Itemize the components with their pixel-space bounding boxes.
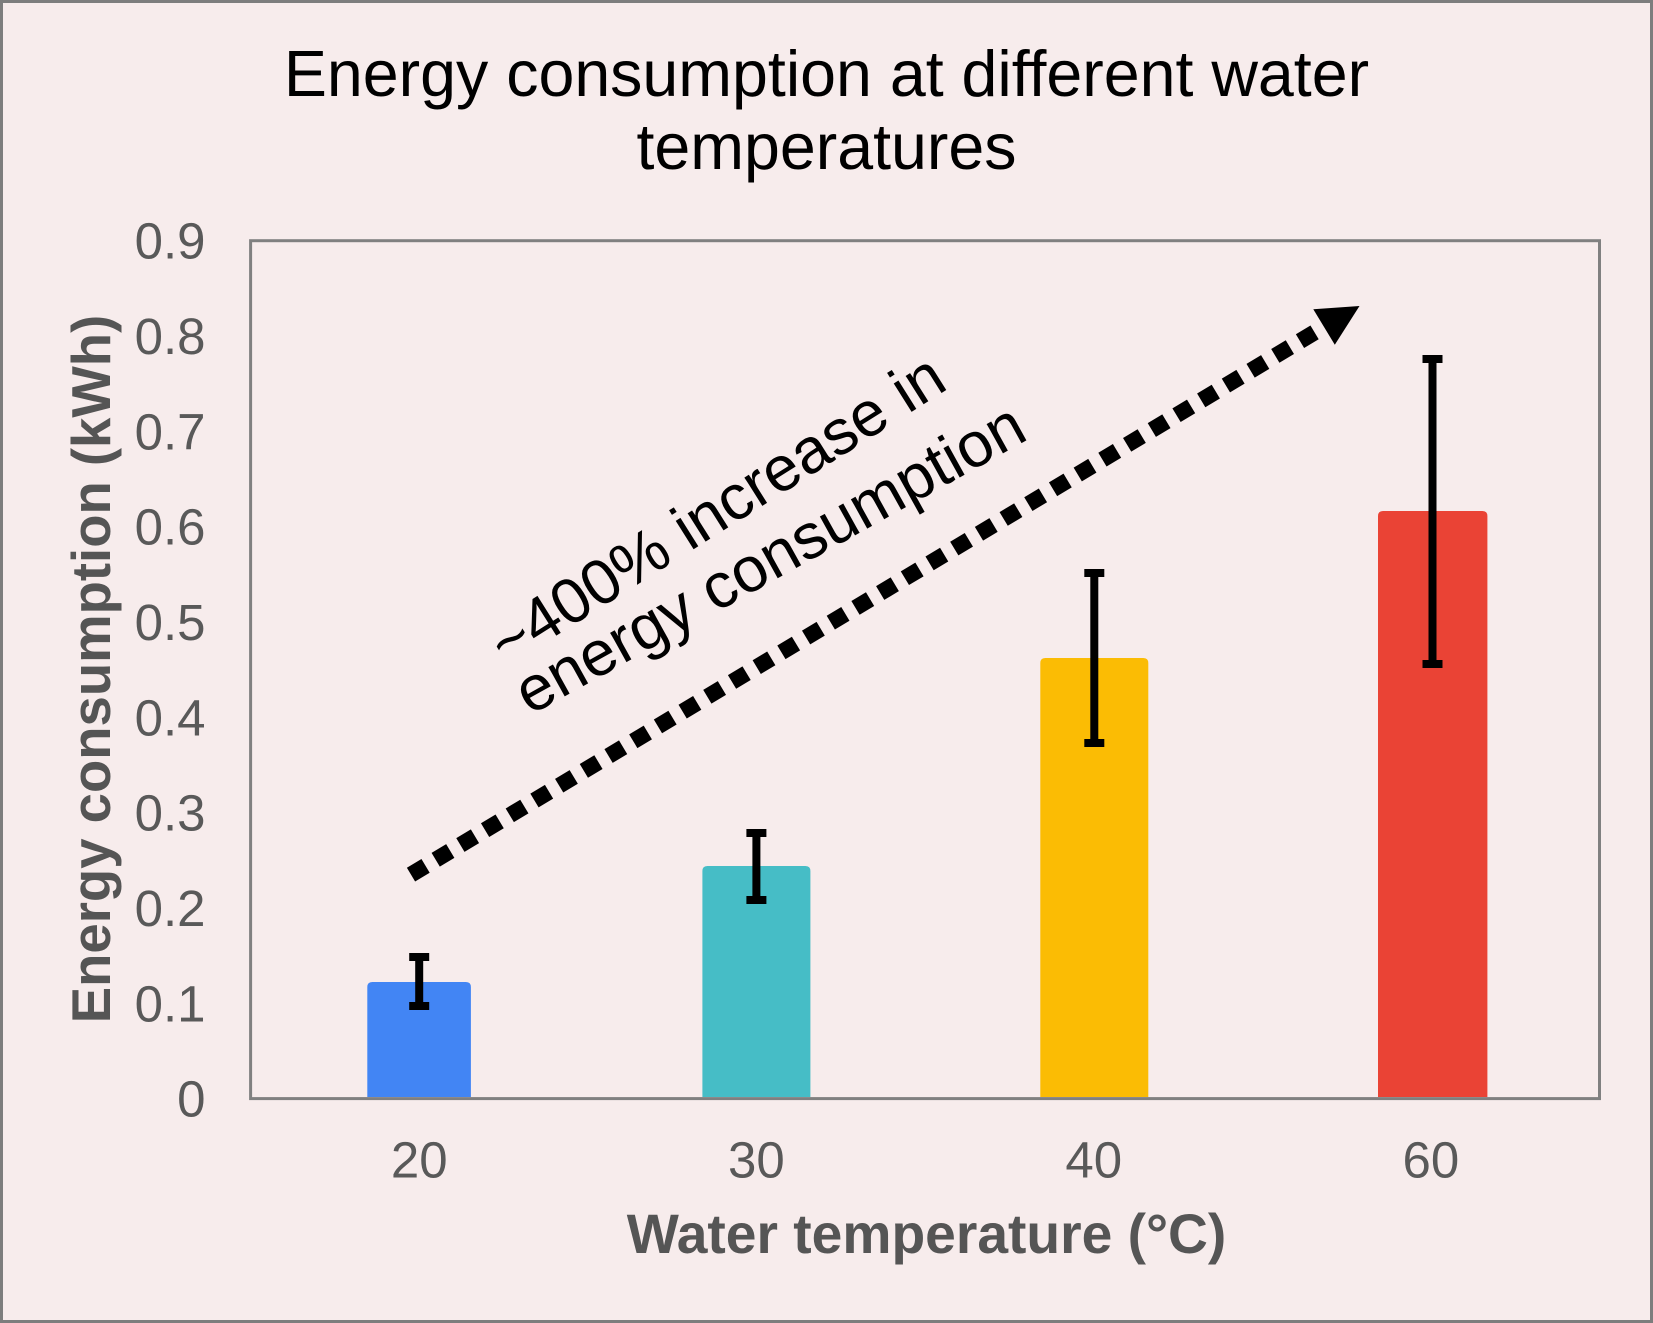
svg-text:Water temperature (°C): Water temperature (°C) bbox=[627, 1203, 1227, 1265]
svg-text:0.8: 0.8 bbox=[135, 308, 206, 365]
svg-text:0.7: 0.7 bbox=[135, 403, 206, 460]
svg-text:60: 60 bbox=[1403, 1132, 1460, 1189]
svg-text:0: 0 bbox=[177, 1071, 205, 1128]
svg-text:30: 30 bbox=[728, 1132, 785, 1189]
svg-text:40: 40 bbox=[1065, 1132, 1122, 1189]
svg-text:Energy consumption (kWh): Energy consumption (kWh) bbox=[61, 315, 122, 1024]
svg-text:0.1: 0.1 bbox=[135, 975, 206, 1032]
svg-text:0.9: 0.9 bbox=[135, 213, 206, 270]
svg-text:0.4: 0.4 bbox=[135, 689, 206, 746]
svg-text:0.3: 0.3 bbox=[135, 785, 206, 842]
svg-text:0.6: 0.6 bbox=[135, 499, 206, 556]
svg-text:0.5: 0.5 bbox=[135, 594, 206, 651]
svg-text:0.2: 0.2 bbox=[135, 880, 206, 937]
svg-text:20: 20 bbox=[391, 1132, 448, 1189]
svg-text:Energy consumption at differen: Energy consumption at different water bbox=[284, 38, 1369, 110]
svg-text:temperatures: temperatures bbox=[636, 111, 1016, 183]
